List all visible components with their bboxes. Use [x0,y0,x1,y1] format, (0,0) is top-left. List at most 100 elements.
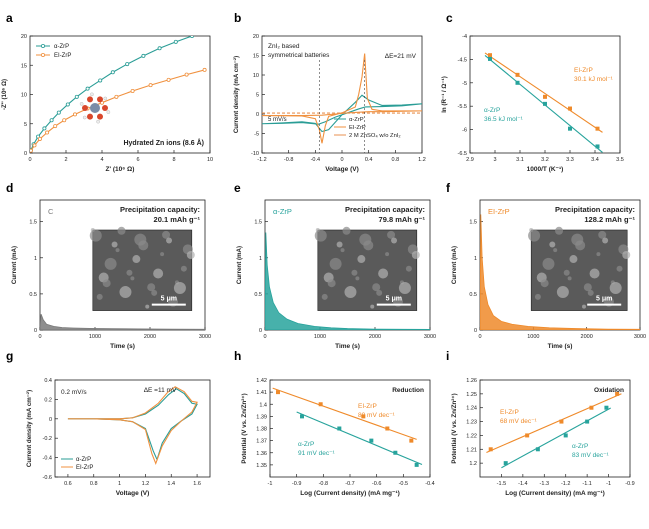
caption-line: 20.1 mAh g⁻¹ [154,215,201,224]
sem-texture [342,226,351,235]
sem-texture [549,241,556,248]
data-point [318,402,323,407]
panel-title: Reduction [392,387,424,394]
panel-g: g 0.6 0.8 1 1.2 1.4 1.6 -0.6 -0.4 -0.2 0 0.2 0.4 Volt… [6,349,211,497]
y-tick-label: 1 [474,256,477,262]
data-point [488,447,493,452]
sem-texture [344,286,357,299]
y-tick-label: 20 [21,34,27,40]
sem-texture [160,252,165,257]
series-label: C [48,207,54,216]
data-point [141,53,146,58]
legend-marker [41,53,46,58]
data-point [393,450,398,455]
sem-texture [102,279,111,288]
sem-texture [540,279,549,288]
sem-texture [153,268,164,279]
fit-line [296,411,423,466]
plot-area [262,53,422,144]
x-tick-label: 8 [172,157,175,163]
x-tick-label: 1000 [527,334,539,340]
series-line [30,36,193,151]
panel-f: f 0 1000 2000 3000 0 0.5 1 1.5 Time (s) Current (m… [446,181,646,350]
data-point [385,426,390,431]
water-oxygen-icon [102,105,108,111]
sem-texture [556,286,569,299]
delta-label: ΔE =11 mV [144,387,177,394]
data-point [32,143,37,148]
sem-texture [363,240,374,251]
y-tick-label: 5 [24,122,27,128]
y-axis-label: ln (R⁻¹ / Ω⁻¹) [441,76,448,113]
x-tick-label: -1 [268,481,273,487]
y-tick-label: 1.23 [466,420,477,426]
data-point [543,101,547,106]
sem-texture [411,250,420,259]
sem-texture [145,304,150,309]
x-tick-label: 3.5 [616,157,624,163]
x-tick-label: 0 [28,157,31,163]
series-line [262,94,422,133]
data-point [559,419,564,424]
x-tick-label: 3 [493,157,496,163]
legend-label: EI-ZrP [54,53,71,59]
y-tick-label: 0 [256,112,259,118]
data-point [276,390,280,395]
x-axis-label: 1000/T (K⁻¹) [527,166,564,173]
data-point [148,83,153,88]
x-tick-label: -1.5 [497,481,506,487]
x-axis-label: Time (s) [110,343,135,350]
sem-texture [398,282,411,295]
series-line [67,386,198,465]
x-tick-label: 1.2 [142,481,150,487]
sem-texture [387,230,396,239]
y-tick-label: 1.22 [466,433,477,439]
scale-bar-label: 5 μm [386,296,402,303]
data-point [190,36,194,38]
y-tick-label: 0.5 [29,292,37,298]
x-tick-label: -0.9 [292,481,301,487]
y-tick-label: -0.4 [43,456,52,462]
panel-title: Oxidation [594,387,624,394]
scale-bar-label: 5 μm [596,296,612,303]
y-tick-label: 0.4 [44,378,52,384]
water-hydrogen-icon [90,92,94,97]
x-tick-label: 0 [263,334,266,340]
x-tick-label: 2 [64,157,67,163]
y-tick-label: -6.5 [458,151,467,157]
series-label: EI-ZrP [488,207,510,216]
caption-line: 128.2 mAh g⁻¹ [584,215,635,224]
series-line [262,53,422,144]
slope-label: 91 mV dec⁻¹ [298,450,336,457]
y-tick-label: 1.26 [466,378,477,384]
y-tick-label: 0 [34,328,37,334]
x-tick-label: 2000 [144,334,156,340]
data-point [53,124,58,129]
data-point [525,433,530,438]
series-label: α-ZrP [273,207,292,216]
sem-texture [314,229,327,242]
sem-texture [376,289,383,296]
panel-e: e 0 1000 2000 3000 0 0.5 1 1.5 Time (s) Current (m… [234,181,436,350]
water-hydrogen-icon [96,119,100,124]
data-point [337,426,342,431]
sem-texture [553,248,558,253]
sem-texture [596,252,601,257]
y-tick-label: 1.36 [256,451,267,457]
sem-texture [173,282,186,295]
x-tick-label: 6 [136,157,139,163]
plot-frame [479,379,631,478]
x-tick-label: 0.6 [64,481,72,487]
data-point [543,94,547,99]
sem-texture [132,255,141,264]
data-point [202,67,207,72]
plot-area [40,313,205,330]
caption-line: Precipitation capacity: [120,205,200,214]
slope-label: 68 mV dec⁻¹ [500,418,538,425]
plot-area [67,386,198,465]
water-hydrogen-icon [79,102,84,106]
delta-label: ΔE=21 mV [385,53,417,60]
x-tick-label: 3000 [199,334,211,340]
sem-texture [528,229,541,242]
